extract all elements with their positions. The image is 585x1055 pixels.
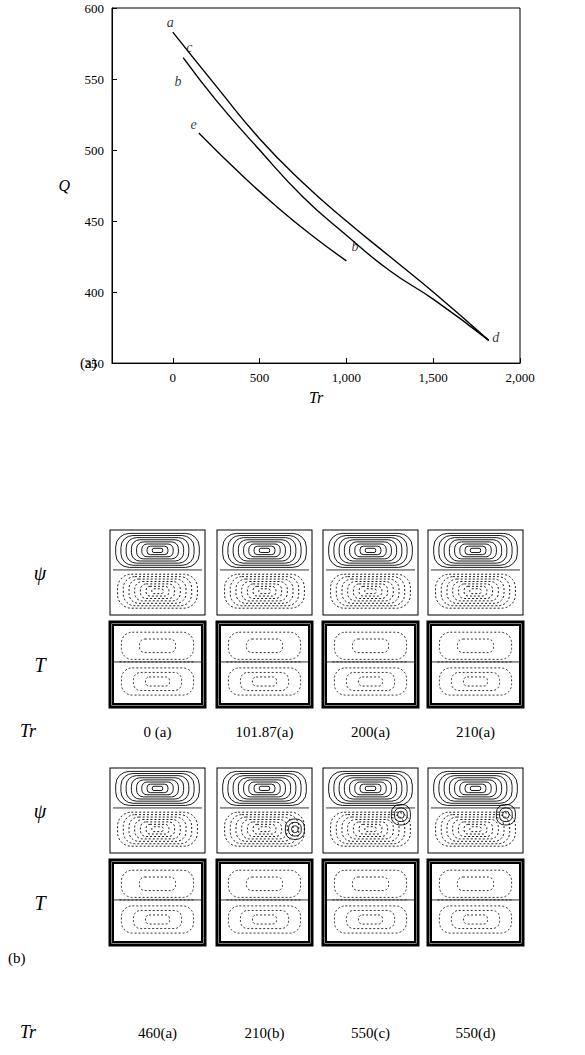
svg-text:210(b): 210(b): [245, 1025, 285, 1042]
svg-text:d: d: [492, 330, 500, 345]
svg-text:1,500: 1,500: [419, 370, 448, 385]
svg-text:e: e: [190, 117, 196, 132]
svg-text:101.87(a): 101.87(a): [236, 724, 294, 741]
svg-text:0: 0: [170, 370, 177, 385]
svg-text:1,000: 1,000: [332, 370, 361, 385]
svg-text:T: T: [34, 654, 47, 676]
svg-text:550: 550: [85, 72, 105, 87]
svg-text:200(a): 200(a): [351, 724, 390, 741]
svg-text:400: 400: [85, 285, 105, 300]
svg-text:Tr: Tr: [20, 721, 37, 741]
svg-text:460(a): 460(a): [138, 1025, 177, 1042]
svg-text:500: 500: [85, 143, 105, 158]
svg-text:a: a: [167, 15, 174, 30]
svg-text:Tr: Tr: [20, 1022, 37, 1042]
svg-text:500: 500: [250, 370, 270, 385]
svg-text:0 (a): 0 (a): [144, 724, 172, 741]
svg-text:(b): (b): [8, 950, 26, 967]
svg-text:T: T: [34, 892, 47, 914]
svg-text:Q: Q: [58, 177, 70, 194]
svg-text:b: b: [351, 239, 359, 255]
svg-text:210(a): 210(a): [456, 724, 495, 741]
svg-text:600: 600: [85, 1, 105, 16]
svg-text:ψ: ψ: [34, 562, 47, 585]
svg-text:450: 450: [85, 214, 105, 229]
svg-text:550(d): 550(d): [456, 1025, 496, 1042]
svg-text:c: c: [186, 40, 193, 56]
svg-text:550(c): 550(c): [351, 1025, 390, 1042]
svg-text:350: 350: [85, 356, 105, 371]
svg-text:Tr: Tr: [309, 389, 324, 406]
svg-text:ψ: ψ: [34, 800, 47, 823]
svg-text:2,000: 2,000: [505, 370, 534, 385]
svg-text:b: b: [174, 74, 181, 89]
